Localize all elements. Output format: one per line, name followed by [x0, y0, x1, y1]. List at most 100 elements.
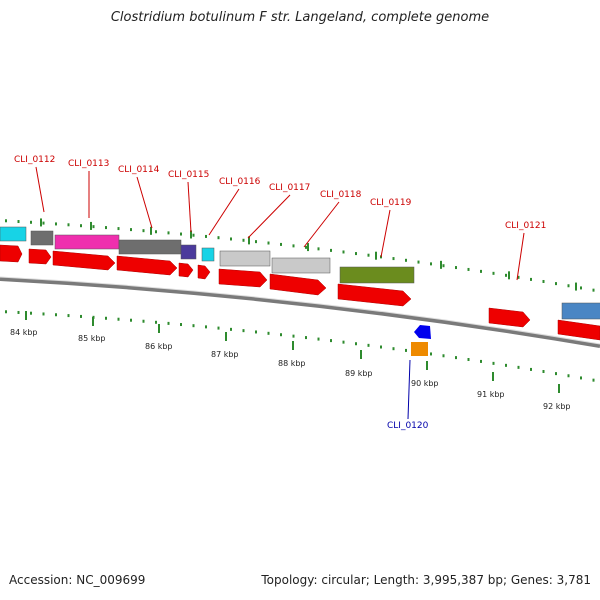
major-tick	[248, 236, 250, 245]
orf-arrow[interactable]	[52, 250, 116, 271]
major-tick	[440, 260, 442, 269]
cog-feature-block[interactable]	[219, 250, 271, 267]
cog-feature-block[interactable]	[54, 234, 120, 250]
gene-label[interactable]: CLI_0120	[387, 421, 429, 431]
kbp-label: 84 kbp	[10, 328, 38, 337]
major-tick	[307, 243, 309, 252]
tick-dot	[217, 236, 220, 240]
tick-dot	[442, 354, 445, 358]
accession-text: Accession: NC_009699	[9, 573, 146, 587]
tick-dot	[130, 318, 132, 322]
gene-label[interactable]: CLI_0121	[505, 221, 546, 231]
gene-label[interactable]: CLI_0114	[118, 165, 160, 175]
tick-dot	[67, 314, 70, 318]
gene-label[interactable]: CLI_0119	[370, 198, 412, 208]
cog-feature-block[interactable]	[118, 239, 182, 255]
orf-arrow[interactable]	[218, 268, 268, 288]
major-tick	[492, 372, 494, 381]
major-tick	[558, 384, 560, 393]
tick-dot	[105, 316, 107, 320]
scale-tick-track	[5, 310, 595, 393]
tick-dot	[180, 232, 182, 236]
major-tick	[150, 226, 152, 235]
tick-dot	[17, 310, 20, 314]
cog-feature-block[interactable]	[339, 266, 415, 284]
tick-dot	[330, 339, 332, 343]
orf-arrow[interactable]	[178, 262, 194, 278]
kbp-label-group: 84 kbp 85 kbp 86 kbp 87 kbp 88 kbp 89 kbp 90 k…	[10, 328, 571, 411]
gene-label[interactable]: CLI_0112	[14, 155, 55, 165]
tick-dot	[230, 237, 232, 241]
tick-dot	[392, 257, 395, 261]
genome-title: Clostridium botulinum F str. Langeland, …	[110, 10, 490, 25]
orf-arrow[interactable]	[28, 248, 52, 265]
tick-dot	[430, 262, 432, 266]
tick-dot	[105, 226, 107, 230]
tick-dot	[417, 260, 420, 264]
tick-dot	[242, 329, 245, 333]
tick-dot	[305, 245, 307, 249]
tick-dot	[255, 240, 257, 244]
tick-dot	[530, 367, 532, 371]
tick-dot	[330, 248, 332, 252]
tick-dot	[355, 252, 357, 256]
tick-dot	[192, 233, 195, 237]
tick-dot	[342, 250, 345, 254]
cog-feature-block[interactable]	[201, 247, 215, 262]
tick-dot	[205, 325, 207, 329]
tick-dot	[492, 271, 495, 275]
tick-dot	[567, 284, 570, 288]
orf-arrow[interactable]	[557, 319, 600, 341]
orf-arrow[interactable]	[488, 307, 531, 328]
major-tick	[158, 324, 160, 333]
tick-dot	[230, 327, 232, 331]
major-tick	[375, 251, 377, 260]
tick-dot	[580, 286, 582, 290]
orf-arrow[interactable]	[337, 283, 412, 307]
tick-dot	[67, 223, 70, 227]
tick-dot	[530, 277, 532, 281]
kbp-label: 85 kbp	[78, 334, 106, 343]
cog-feature-block[interactable]	[0, 226, 27, 242]
cog-feature-block[interactable]	[30, 230, 54, 246]
tick-dot	[492, 361, 495, 365]
gene-label[interactable]: CLI_0116	[219, 177, 261, 187]
tick-dot	[80, 224, 82, 228]
major-tick	[25, 311, 27, 320]
tick-dot	[42, 221, 45, 225]
tick-dot	[242, 238, 245, 242]
reverse-feature-track	[411, 325, 431, 356]
tick-dot	[92, 225, 95, 229]
tick-dot	[480, 269, 482, 273]
genome-backbone	[0, 277, 600, 348]
kbp-label: 86 kbp	[145, 342, 173, 351]
gene-label-leader	[407, 359, 411, 420]
tick-dot	[517, 365, 520, 369]
cog-feature-block[interactable]	[180, 244, 197, 260]
tick-dot	[592, 288, 595, 292]
gene-label[interactable]: CLI_0117	[269, 183, 310, 193]
tick-dot	[542, 279, 545, 283]
tick-dot	[155, 320, 157, 324]
cog-feature-block[interactable]	[271, 257, 331, 274]
reverse-orf-arrow[interactable]	[414, 325, 431, 339]
tick-dot	[455, 356, 457, 360]
tick-dot	[505, 273, 507, 277]
genome-stats-text: Topology: circular; Length: 3,995,387 bp…	[261, 573, 591, 587]
orf-arrow[interactable]	[116, 255, 178, 276]
cog-feature-block[interactable]	[561, 302, 600, 320]
tick-dot	[167, 231, 170, 235]
tick-dot	[80, 314, 82, 318]
orf-arrow[interactable]	[197, 264, 211, 280]
tick-dot	[55, 222, 57, 226]
major-tick	[40, 218, 42, 227]
reverse-cog-block[interactable]	[411, 342, 428, 356]
gene-label[interactable]: CLI_0113	[68, 159, 109, 169]
gene-label[interactable]: CLI_0118	[320, 190, 362, 200]
gene-label[interactable]: CLI_0115	[168, 170, 209, 180]
orf-arrow[interactable]	[269, 273, 327, 296]
orf-arrow[interactable]	[0, 244, 23, 263]
tick-dot	[430, 352, 432, 356]
kbp-label: 89 kbp	[345, 369, 373, 378]
